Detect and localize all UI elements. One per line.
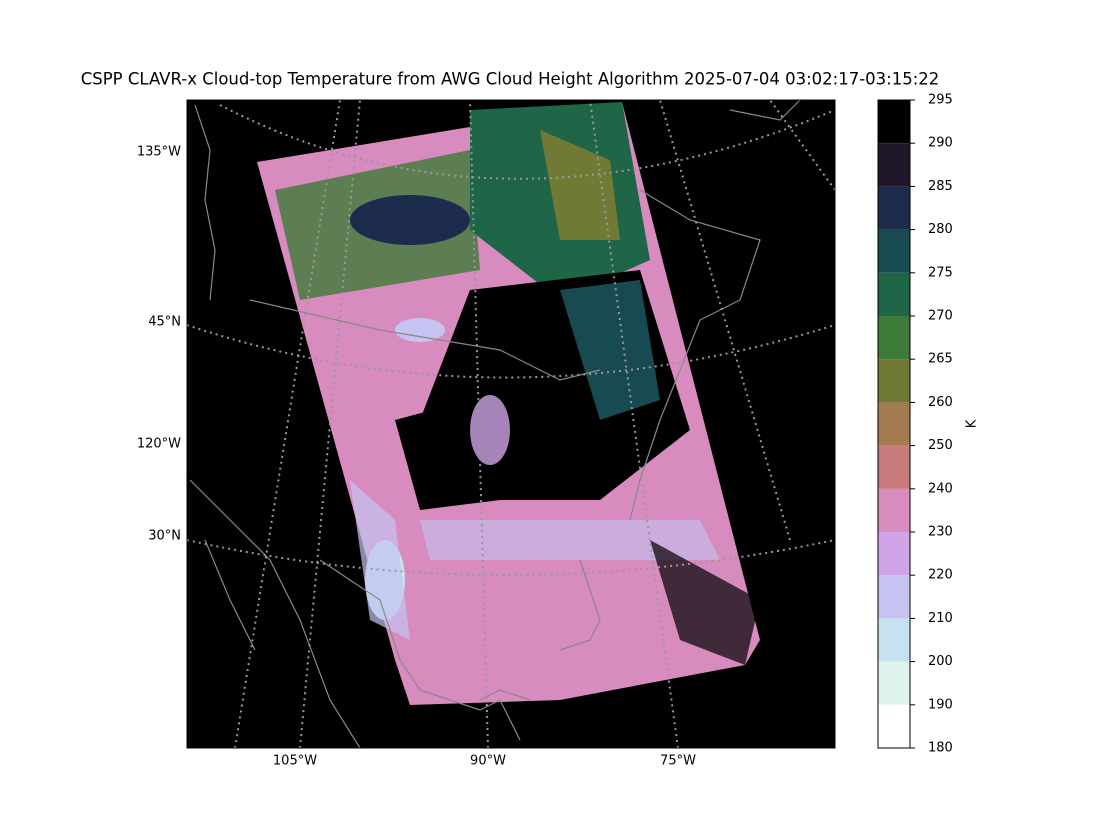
colorbar-tick-label: 210 xyxy=(928,611,953,626)
colorbar-tick-label: 280 xyxy=(928,222,953,237)
colorbar-tick-label: 275 xyxy=(928,265,953,280)
colorbar-segment xyxy=(878,445,910,489)
colorbar-segment xyxy=(878,143,910,187)
colorbar-tick-label: 295 xyxy=(928,93,953,108)
map-frame xyxy=(186,99,836,749)
colorbar-segment xyxy=(878,402,910,446)
colorbar-segment xyxy=(878,359,910,403)
satellite-swath xyxy=(257,102,760,705)
colorbar-tick-label: 230 xyxy=(928,525,953,540)
colorbar-segment xyxy=(878,488,910,532)
colorbar-tick-label: 290 xyxy=(928,136,953,151)
colorbar-segment xyxy=(878,618,910,662)
colorbar-label: K xyxy=(965,419,980,428)
colorbar-segment xyxy=(878,661,910,705)
colorbar-segment xyxy=(878,100,910,144)
colorbar-tick-label: 260 xyxy=(928,395,953,410)
colorbar-tick-label: 250 xyxy=(928,438,953,453)
coastlines xyxy=(189,100,801,748)
map-label: 30°N xyxy=(148,529,181,544)
colorbar-tick-label: 190 xyxy=(928,697,953,712)
chart-title: CSPP CLAVR-x Cloud-top Temperature from … xyxy=(81,70,940,89)
map-label: 120°W xyxy=(137,437,181,452)
map-label: 75°W xyxy=(660,754,696,769)
colorbar-segment xyxy=(878,704,910,748)
map-label: 45°N xyxy=(148,315,181,330)
colorbar-tick-label: 200 xyxy=(928,654,953,669)
colorbar-segment xyxy=(878,186,910,230)
colorbar-frame xyxy=(877,99,911,749)
colorbar-segment xyxy=(878,316,910,360)
graticule xyxy=(187,100,835,748)
colorbar-tick-label: 220 xyxy=(928,568,953,583)
colorbar-tick-label: 270 xyxy=(928,309,953,324)
colorbar-tick-label: 285 xyxy=(928,179,953,194)
colorbar-segment xyxy=(878,575,910,619)
map-label: 90°W xyxy=(470,754,506,769)
colorbar-tick-label: 180 xyxy=(928,741,953,756)
map-label: 105°W xyxy=(273,754,317,769)
map-label: 135°W xyxy=(137,145,181,160)
map xyxy=(187,100,835,748)
colorbar-tick-label: 265 xyxy=(928,352,953,367)
colorbar-segment xyxy=(878,229,910,273)
colorbar-segment xyxy=(878,532,910,576)
colorbar-tick-label: 240 xyxy=(928,481,953,496)
colorbar-segment xyxy=(878,272,910,316)
